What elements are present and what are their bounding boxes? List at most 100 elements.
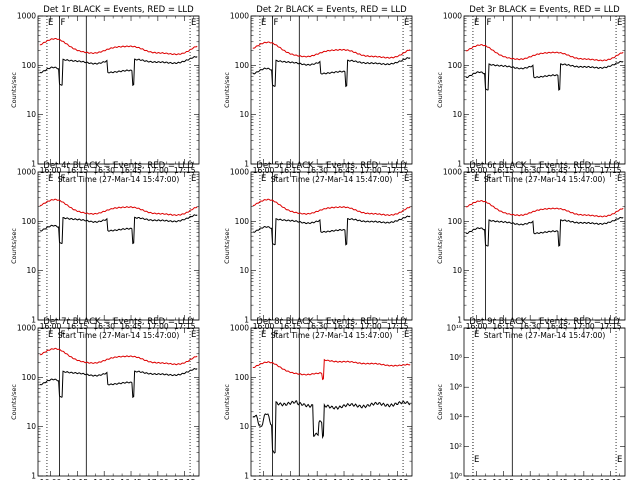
chart-panel-2: Det 2r BLACK = Events, RED = LLD 1 10 100 10…	[223, 5, 413, 184]
y-axis-label: Counts/sec	[436, 72, 444, 108]
y-tick-label: 10	[452, 110, 462, 119]
series-line	[252, 198, 411, 217]
chart-panel-9: Det 9r BLACK = Events, RED = LLD 10⁰ 10² 10…	[436, 317, 626, 480]
x-axis-label: Start Time (27-Mar-14 15:47:00)	[58, 175, 180, 184]
chart-title: Det 5r BLACK = Events, RED = LLD	[256, 161, 407, 171]
time-marker-label: E	[191, 18, 196, 28]
time-marker-label: E	[261, 18, 266, 28]
y-tick-label: 100	[22, 373, 37, 382]
x-tick-label: 16:30	[306, 322, 328, 331]
y-tick-label: 10⁸	[449, 353, 462, 362]
series-line	[465, 60, 624, 91]
series-line	[39, 38, 198, 56]
y-axis-label: Counts/sec	[10, 228, 18, 264]
series-line	[465, 44, 624, 62]
x-tick-label: 16:30	[306, 166, 328, 175]
x-tick-label: 16:45	[120, 166, 142, 175]
y-tick-label: 100	[22, 217, 37, 226]
time-marker-label: F	[273, 174, 278, 184]
y-tick-label: 1	[457, 316, 462, 325]
x-axis-label: Start Time (27-Mar-14 15:47:00)	[271, 331, 393, 340]
x-tick-label: 17:00	[147, 478, 169, 480]
x-tick-label: 17:15	[387, 166, 409, 175]
y-tick-label: 10	[452, 266, 462, 275]
chart-panel-4: Det 4r BLACK = Events, RED = LLD 1 10 100 10…	[10, 161, 200, 340]
x-tick-label: 16:30	[519, 478, 541, 480]
x-tick-label: 16:00	[253, 166, 275, 175]
plot-frame	[463, 327, 626, 477]
x-tick-label: 16:45	[546, 322, 568, 331]
series-line	[252, 215, 411, 246]
y-tick-label: 10¹⁰	[446, 324, 462, 333]
x-tick-label: 17:00	[573, 322, 595, 331]
y-tick-label: 10⁰	[449, 472, 462, 480]
y-tick-label: 10	[26, 422, 36, 431]
time-marker-label: F	[273, 18, 278, 28]
y-tick-label: 10	[26, 266, 36, 275]
chart-panel-8: Det 8r BLACK = Events, RED = LLD 1 10 100 10…	[223, 317, 413, 480]
series-line	[39, 347, 198, 366]
chart-panel-6: Det 6r BLACK = Events, RED = LLD 1 10 100 10…	[436, 161, 626, 340]
x-tick-label: 17:00	[573, 478, 595, 480]
x-axis-label: Start Time (27-Mar-14 15:47:00)	[484, 175, 606, 184]
x-tick-label: 16:00	[40, 166, 62, 175]
x-tick-label: 16:30	[93, 166, 115, 175]
series-line	[252, 358, 411, 381]
y-tick-label: 1	[457, 160, 462, 169]
x-tick-label: 17:15	[174, 322, 196, 331]
x-tick-label: 17:15	[174, 166, 196, 175]
y-tick-label: 10⁴	[449, 412, 462, 421]
chart-title: Det 7r BLACK = Events, RED = LLD	[43, 317, 194, 327]
x-axis-label: Start Time (27-Mar-14 15:47:00)	[484, 331, 606, 340]
time-marker-label: F	[486, 18, 491, 28]
x-tick-label: 16:15	[493, 166, 515, 175]
x-tick-label: 17:00	[147, 322, 169, 331]
time-marker-label: E	[48, 18, 53, 28]
y-axis-label: Counts/sec	[223, 72, 231, 108]
x-axis-label: Start Time (27-Mar-14 15:47:00)	[271, 175, 393, 184]
x-tick-label: 16:00	[466, 478, 488, 480]
x-tick-label: 16:15	[493, 478, 515, 480]
x-tick-label: 16:30	[306, 478, 328, 480]
time-marker-label: E	[474, 330, 479, 340]
y-tick-label: 100	[448, 61, 463, 70]
x-tick-label: 16:30	[93, 478, 115, 480]
time-marker-label: E	[404, 174, 409, 184]
x-tick-label: 16:15	[280, 322, 302, 331]
y-tick-label: 1	[31, 472, 36, 480]
plot-frame	[250, 15, 413, 165]
series-line	[465, 216, 624, 247]
chart-title: Det 9r BLACK = Events, RED = LLD	[469, 317, 620, 327]
x-tick-label: 16:45	[333, 478, 355, 480]
x-tick-label: 17:15	[387, 478, 409, 480]
y-tick-label: 10	[239, 110, 249, 119]
plot-frame	[37, 327, 200, 477]
y-tick-label: 100	[448, 217, 463, 226]
series-line	[252, 57, 411, 88]
chart-title: Det 6r BLACK = Events, RED = LLD	[469, 161, 620, 171]
x-tick-label: 16:00	[40, 322, 62, 331]
x-tick-label: 16:15	[493, 322, 515, 331]
chart-title: Det 2r BLACK = Events, RED = LLD	[256, 5, 407, 15]
x-tick-label: 16:45	[120, 478, 142, 480]
time-marker-label: F	[273, 330, 278, 340]
y-tick-label: 1	[31, 316, 36, 325]
time-marker-label: E	[404, 18, 409, 28]
chart-panel-5: Det 5r BLACK = Events, RED = LLD 1 10 100 10…	[223, 161, 413, 340]
x-tick-label: 17:00	[360, 478, 382, 480]
x-tick-label: 16:45	[546, 478, 568, 480]
time-marker-label: E	[474, 174, 479, 184]
chart-panel-1: Det 1r BLACK = Events, RED = LLD 1 10 100 10…	[10, 5, 200, 184]
time-marker-label: E	[617, 18, 622, 28]
time-marker-label: E	[617, 174, 622, 184]
x-tick-label: 16:30	[519, 322, 541, 331]
y-tick-label: 1000	[230, 12, 249, 21]
plot-frame	[37, 15, 200, 165]
y-tick-label: 1000	[17, 12, 36, 21]
x-tick-label: 16:00	[253, 322, 275, 331]
x-tick-label: 17:15	[600, 166, 622, 175]
x-tick-label: 17:00	[360, 322, 382, 331]
y-tick-label: 10	[239, 422, 249, 431]
x-tick-label: 16:15	[280, 166, 302, 175]
